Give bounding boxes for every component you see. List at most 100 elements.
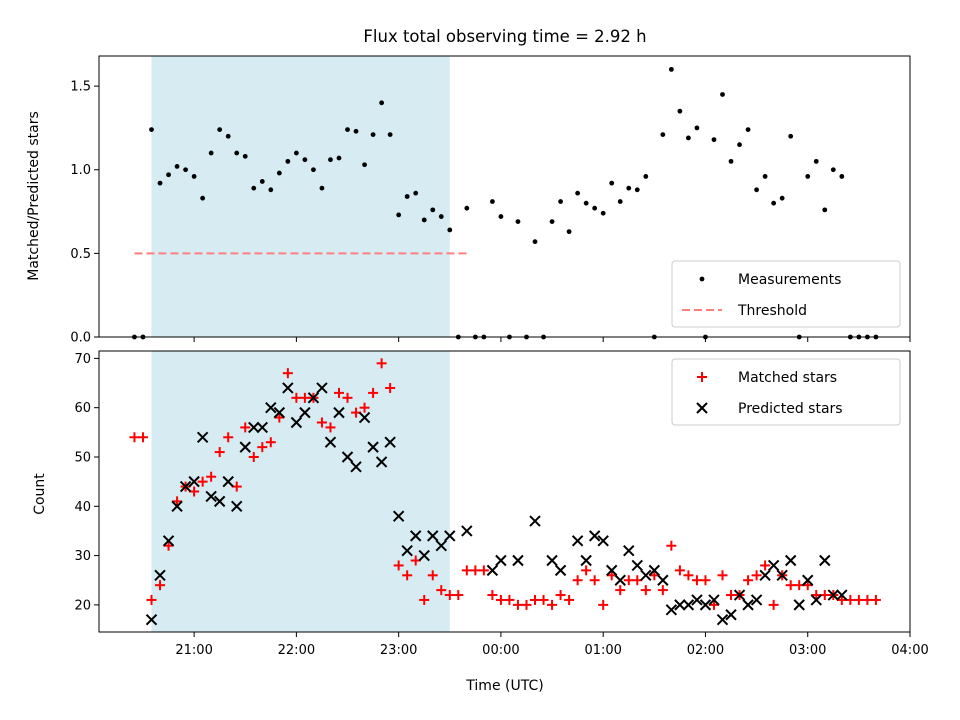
predicted-star-point (495, 554, 507, 567)
x-b (145, 613, 158, 626)
x-tick-label: 03:00 (789, 643, 826, 658)
x-tick-label: 22:00 (278, 643, 315, 658)
measurement-point (225, 133, 231, 139)
predicted-star-point (375, 456, 388, 468)
x-b (827, 589, 840, 601)
matched-star-point (666, 540, 677, 551)
x-b (392, 510, 405, 522)
matched-star-point (572, 575, 583, 586)
bottom-y-tick-label: 20 (74, 598, 91, 613)
x-b (375, 456, 388, 468)
x-b (444, 530, 456, 542)
measurement-point (362, 162, 367, 168)
measurement-point (686, 135, 691, 141)
measurement-point (583, 200, 589, 206)
predicted-star-point (222, 475, 234, 488)
matched-star-point (811, 590, 822, 601)
predicted-star-point (299, 406, 311, 419)
measurement-point (626, 185, 632, 191)
matched-star-point (870, 594, 881, 605)
measurement-point (515, 219, 521, 224)
measurement-point (328, 157, 333, 163)
predicted-star-point (427, 530, 439, 542)
x-tick-label: 00:00 (482, 643, 519, 658)
x-b (384, 436, 396, 448)
x-b (810, 594, 822, 606)
measurement-point (438, 214, 444, 219)
matched-star-point (785, 580, 796, 591)
matched-star-point (657, 585, 668, 596)
matched-star-point (708, 599, 719, 610)
x-b (154, 569, 166, 582)
x-b (401, 544, 413, 557)
x-b (571, 535, 584, 547)
x-b (742, 599, 754, 611)
measurement-point (345, 127, 350, 132)
x-b (290, 416, 303, 429)
predicted-star-point (333, 406, 345, 419)
predicted-star-point (529, 515, 541, 527)
top-y-axis-title: Matched/Predicted stars (26, 111, 42, 281)
matched-star-point (589, 575, 600, 586)
matched-star-point (197, 476, 208, 487)
predicted-star-point (265, 401, 277, 414)
x-b (588, 530, 601, 542)
matched-star-point (410, 555, 421, 566)
matched-star-point (598, 599, 609, 610)
x-b (665, 604, 678, 616)
matched-star-point (155, 580, 166, 591)
predicted-star-point (836, 589, 848, 601)
measurement-point (319, 185, 325, 191)
matched-star-point (615, 585, 626, 596)
x-b (802, 574, 814, 586)
measurement-point (558, 199, 563, 204)
predicted-star-point (486, 564, 499, 577)
predicted-star-point (699, 599, 712, 611)
x-b (333, 406, 345, 419)
predicted-star-point (793, 599, 805, 611)
measurement-point (677, 108, 683, 114)
bottom-plot-frame (98, 350, 911, 633)
matched-star-point (802, 580, 813, 591)
measurement-point (430, 207, 436, 213)
matched-star-point (743, 575, 754, 586)
x-b (239, 441, 251, 453)
x-b (418, 549, 430, 562)
predicted-star-point (213, 495, 226, 508)
matched-star-point (231, 481, 242, 492)
matched-star-point (555, 590, 566, 601)
measurement-point (166, 172, 171, 178)
x-b (196, 431, 209, 443)
predicted-star-point (384, 436, 396, 448)
chart-title: Flux total observing time = 2.92 h (363, 27, 646, 46)
matched-star-point (760, 560, 771, 571)
predicted-star-point (145, 613, 158, 626)
x-b (819, 554, 831, 567)
predicted-star-point (733, 589, 746, 601)
matched-star-point (316, 417, 327, 428)
top-plot-frame (98, 55, 911, 338)
top-legend-box (671, 260, 901, 328)
matched-star-point (137, 432, 148, 443)
x-tick-label: 21:00 (175, 643, 212, 658)
predicted-star-point (435, 540, 447, 552)
predicted-star-point (231, 500, 243, 512)
predicted-star-point (648, 564, 661, 577)
measurement-point (191, 174, 197, 179)
top-legend: Measurements Threshold (671, 260, 901, 328)
matched-star-point (649, 570, 660, 581)
legend-label: Matched stars (738, 370, 837, 386)
top-y-tick-label: 0.5 (70, 247, 91, 262)
matched-star-point (359, 402, 370, 413)
measurement-point (643, 174, 649, 179)
x-b (265, 401, 277, 414)
x-b (179, 480, 192, 493)
matched-star-point (282, 368, 293, 379)
predicted-star-point (742, 599, 754, 611)
matched-star-point (632, 575, 643, 586)
measurement-point (353, 128, 359, 134)
matched-star-point (453, 590, 464, 601)
matched-star-point (333, 387, 344, 398)
measurement-point (311, 167, 316, 173)
